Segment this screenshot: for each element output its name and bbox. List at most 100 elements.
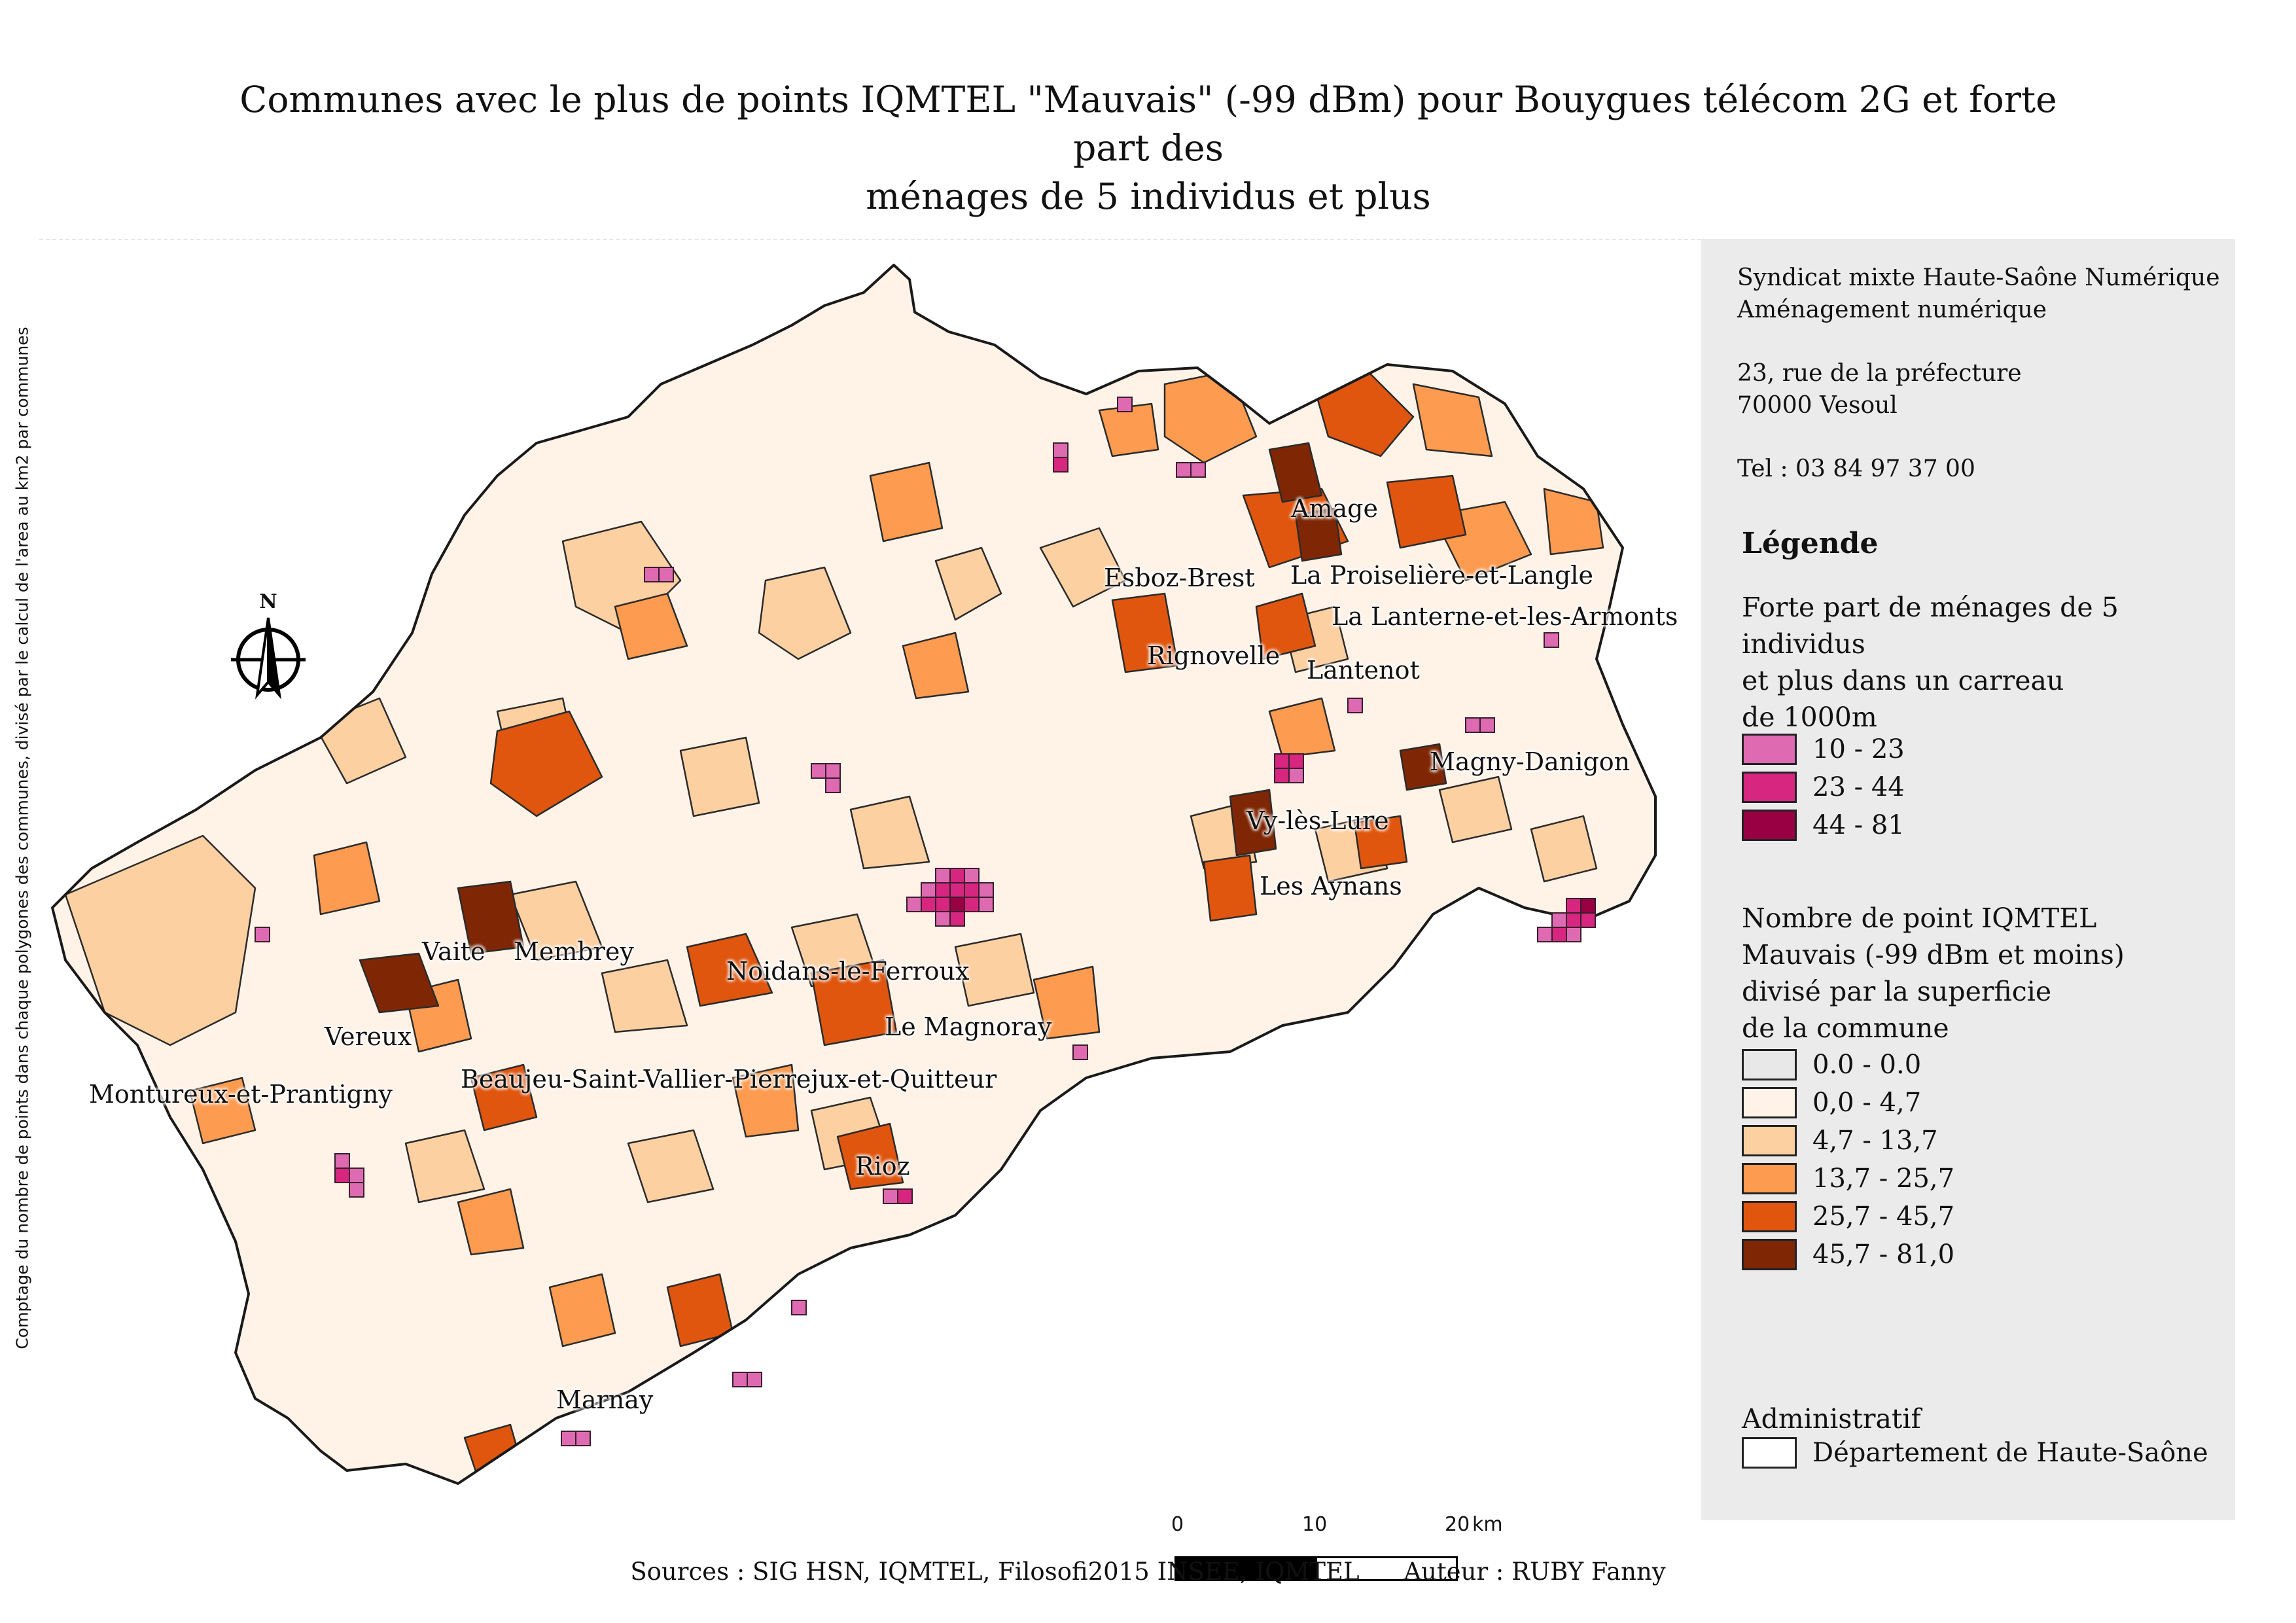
commune-polygon: [548, 1273, 616, 1347]
grid-cell: [1176, 462, 1192, 478]
commune-polygon: [1255, 592, 1316, 660]
grid-cell: [334, 1168, 350, 1183]
commune-polygon: [810, 959, 898, 1046]
legend-swatch: [1742, 1437, 1797, 1469]
grid-cell: [1274, 753, 1290, 769]
legend-item-households-2: 44 - 81: [1742, 809, 1905, 842]
commune-polygon: [1203, 854, 1258, 922]
grid-cell: [1053, 457, 1069, 473]
side-caption: Comptage du nombre de points dans chaque…: [8, 294, 37, 1381]
grid-cell: [791, 1300, 807, 1315]
commune-polygon: [1294, 507, 1343, 562]
label-vaite: Vaite: [422, 937, 486, 966]
commune-polygon: [732, 1063, 800, 1138]
household-grid-cells: [255, 397, 1596, 1446]
label-vereux: Vereux: [325, 1022, 412, 1051]
label-amage: Amage: [1291, 494, 1378, 523]
label-la-lanterne: La Lanterne-et-les-Armonts: [1332, 602, 1678, 631]
grid-cell: [883, 1188, 898, 1204]
commune-polygon: [954, 933, 1035, 1007]
grid-cell: [1072, 1044, 1088, 1060]
commune-polygon: [1268, 442, 1323, 503]
grid-cell: [349, 1168, 364, 1183]
grid-cell: [747, 1372, 762, 1387]
grid-cell: [334, 1153, 350, 1169]
legend-swatch: [1742, 1087, 1797, 1118]
grid-cell: [1190, 462, 1206, 478]
author: Auteur : RUBY Fanny: [1404, 1558, 1666, 1586]
legend-swatch: [1742, 1239, 1797, 1270]
grid-cell: [978, 897, 994, 912]
legend-item-points-0: 0.0 - 0.0: [1742, 1048, 1921, 1081]
grid-cell: [1580, 912, 1596, 928]
points-section-title: Nombre de point IQMTEL Mauvais (-99 dBm …: [1742, 900, 2125, 1046]
grid-cell: [964, 868, 980, 883]
label-rioz: Rioz: [855, 1152, 910, 1181]
footer: Sources : SIG HSN, IQMTEL, Filosofi2015 …: [0, 1558, 2296, 1586]
commune-polygon: [470, 1063, 538, 1132]
admin-section-title: Administratif: [1742, 1403, 1921, 1435]
org-name: Syndicat mixte Haute-Saône Numérique: [1737, 264, 2220, 291]
sources: Sources : SIG HSN, IQMTEL, Filosofi2015 …: [630, 1558, 1360, 1586]
commune-polygon: [849, 795, 930, 870]
address-city: 70000 Vesoul: [1737, 392, 1898, 419]
map-title-line-1: Communes avec le plus de points IQMTEL "…: [239, 79, 2057, 169]
commune-polygon: [1530, 815, 1598, 883]
legend-item-label: 10 - 23: [1812, 734, 1905, 764]
grid-cell: [1537, 927, 1553, 942]
grid-cell: [1544, 632, 1559, 648]
legend-item-points-1: 0,0 - 4,7: [1742, 1086, 1921, 1119]
commune-polygon: [457, 880, 525, 955]
commune-polygon: [627, 1129, 715, 1204]
commune-polygon: [313, 841, 381, 916]
legend-item-label: Département de Haute-Saône: [1812, 1438, 2208, 1468]
legend-swatch: [1742, 772, 1797, 803]
grid-cell: [575, 1431, 591, 1446]
grid-cell: [906, 897, 922, 912]
grid-cell: [1580, 898, 1596, 914]
grid-cell: [255, 927, 270, 942]
compass-rose-icon: [231, 617, 306, 700]
organization-block: Syndicat mixte Haute-Saône Numérique Amé…: [1737, 262, 2220, 485]
legend-swatch: [1742, 810, 1797, 841]
scale-tick-10: 10: [1302, 1513, 1328, 1536]
commune-polygon: [1399, 743, 1447, 791]
commune-polygon: [869, 461, 944, 543]
scale-tick-0: 0: [1171, 1513, 1184, 1536]
grid-cell: [1566, 898, 1581, 914]
grid-cell: [1288, 753, 1304, 769]
scale-tick-20: 20: [1445, 1513, 1470, 1536]
grid-cell: [561, 1431, 576, 1446]
scale-segment-white: [1315, 1556, 1458, 1581]
commune-polygon: [601, 959, 688, 1033]
legend-item-department: Département de Haute-Saône: [1742, 1436, 2208, 1469]
commune-polygon: [758, 566, 852, 660]
map-canvas: [51, 264, 1657, 1485]
grid-cell: [935, 882, 951, 898]
label-beaujeu: Beaujeu-Saint-Vallier-Pierrejux-et-Quitt…: [461, 1065, 997, 1094]
legend-item-label: 0,0 - 4,7: [1812, 1088, 1922, 1118]
side-caption-text: Comptage du nombre de points dans chaque…: [12, 326, 32, 1349]
map-frame: N Amage Esboz-Brest La Proiselière-et-La…: [39, 239, 1701, 1581]
map-title-line-2: ménages de 5 individus et plus: [866, 175, 1431, 217]
legend-swatch: [1742, 1201, 1797, 1232]
commune-polygon: [1033, 965, 1101, 1040]
grid-cell: [732, 1372, 748, 1387]
legend-swatch: [1742, 1049, 1797, 1080]
commune-polygon: [679, 736, 760, 817]
legend-title: Légende: [1742, 527, 1879, 560]
households-title-line-2: et plus dans un carreau: [1742, 665, 2064, 696]
points-title-line-3: divisé par la superficie: [1742, 976, 2052, 1007]
households-section-title: Forte part de ménages de 5 individus et …: [1742, 589, 2235, 736]
grid-cell: [949, 911, 965, 927]
commune-polygon: [902, 632, 970, 700]
legend-panel: Syndicat mixte Haute-Saône Numérique Amé…: [1701, 239, 2235, 1520]
grid-cell: [964, 897, 980, 912]
legend-item-points-5: 45,7 - 81,0: [1742, 1238, 1954, 1271]
label-magny-danigon: Magny-Danigon: [1430, 747, 1631, 776]
grid-cell: [1551, 912, 1567, 928]
legend-item-households-0: 10 - 23: [1742, 733, 1905, 766]
label-rignovelle: Rignovelle: [1147, 641, 1280, 670]
commune-polygon: [359, 952, 440, 1014]
grid-cell: [1347, 698, 1363, 713]
